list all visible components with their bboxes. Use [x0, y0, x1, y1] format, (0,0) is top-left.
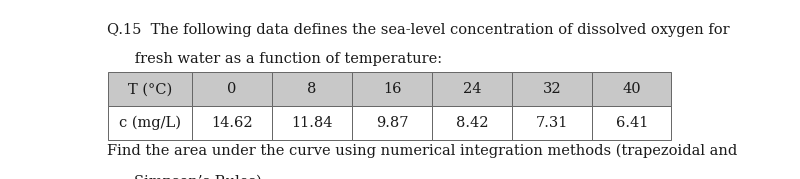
Text: 14.62: 14.62	[211, 116, 253, 130]
Text: 11.84: 11.84	[291, 116, 333, 130]
Bar	[593, 72, 671, 106]
Text: Simpson’s Rules).: Simpson’s Rules).	[134, 175, 266, 179]
Bar	[192, 106, 272, 140]
Text: 16: 16	[383, 82, 402, 96]
Bar	[108, 106, 192, 140]
Bar	[192, 72, 272, 106]
Text: Find the area under the curve using numerical integration methods (trapezoidal a: Find the area under the curve using nume…	[107, 143, 738, 158]
Text: 9.87: 9.87	[376, 116, 408, 130]
Text: 8.42: 8.42	[456, 116, 489, 130]
Bar	[108, 72, 192, 106]
Text: c (mg/L): c (mg/L)	[119, 116, 181, 130]
Text: Q.15  The following data defines the sea-level concentration of dissolved oxygen: Q.15 The following data defines the sea-…	[107, 23, 730, 37]
Text: 32: 32	[543, 82, 562, 96]
Text: 40: 40	[622, 82, 641, 96]
Bar	[272, 106, 352, 140]
Text: T (°C): T (°C)	[128, 82, 172, 96]
Text: 6.41: 6.41	[616, 116, 648, 130]
Bar	[352, 72, 432, 106]
Bar	[432, 106, 512, 140]
Bar	[272, 72, 352, 106]
Bar	[593, 106, 671, 140]
Text: 0: 0	[227, 82, 237, 96]
Bar	[432, 72, 512, 106]
Bar	[512, 106, 593, 140]
Text: fresh water as a function of temperature:: fresh water as a function of temperature…	[107, 52, 442, 66]
Text: 24: 24	[463, 82, 482, 96]
Text: 8: 8	[307, 82, 317, 96]
Bar	[352, 106, 432, 140]
Text: 7.31: 7.31	[536, 116, 569, 130]
Bar	[512, 72, 593, 106]
